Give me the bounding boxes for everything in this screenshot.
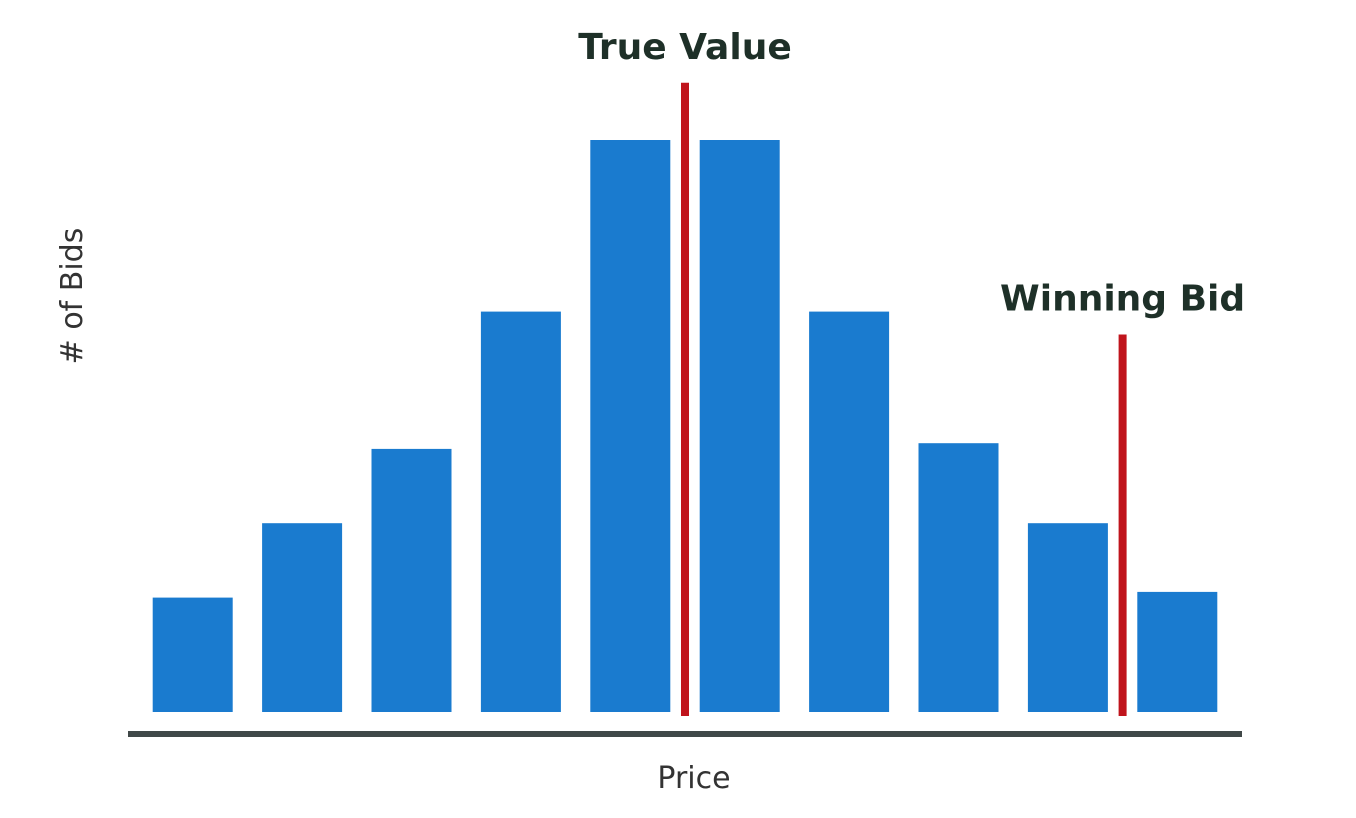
bar-1 — [153, 598, 233, 712]
bar-6 — [700, 140, 780, 712]
bar-8 — [919, 443, 999, 712]
bar-7 — [809, 312, 889, 712]
bar-2 — [262, 523, 342, 712]
x-axis-title: Price — [657, 761, 730, 796]
bar-10 — [1137, 592, 1217, 712]
bar-9 — [1028, 523, 1108, 712]
bar-3 — [372, 449, 452, 712]
y-axis-title: # of Bids — [55, 228, 90, 365]
winning-bid-label: Winning Bid — [1000, 279, 1245, 320]
bar-4 — [481, 312, 561, 712]
true-value-label: True Value — [578, 27, 792, 68]
bar-5 — [590, 140, 670, 712]
